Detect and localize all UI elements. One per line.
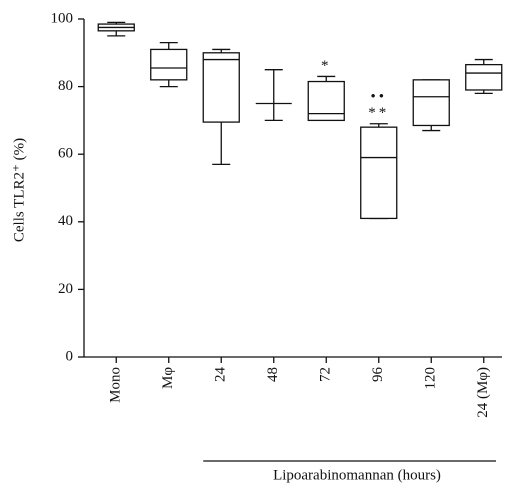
box xyxy=(465,63,503,91)
y-tick-label: 40 xyxy=(58,213,73,229)
annotation: •• xyxy=(370,89,387,105)
annotation: * xyxy=(321,58,332,74)
box xyxy=(360,126,398,220)
y-tick-label: 80 xyxy=(58,78,73,94)
group-label: Lipoarabinomannan (hours) xyxy=(273,467,441,483)
x-tick-label: 48 xyxy=(265,367,281,382)
box xyxy=(150,48,188,81)
y-tick-label: 60 xyxy=(58,146,73,162)
x-tick-label: 96 xyxy=(370,367,386,383)
x-tick-label: 24 (Mφ) xyxy=(475,367,491,418)
annotation: ** xyxy=(368,105,389,121)
x-tick-label: 72 xyxy=(318,367,334,382)
y-tick-label: 100 xyxy=(51,10,74,26)
y-axis-label: Cells TLR2⁺ (%) xyxy=(11,138,27,242)
x-tick-label: 24 xyxy=(213,367,229,383)
y-tick-label: 0 xyxy=(66,348,74,364)
x-tick-label: 120 xyxy=(423,367,439,390)
box xyxy=(412,79,450,127)
x-tick-label: Mono xyxy=(108,367,124,403)
x-tick-label: Mφ xyxy=(160,367,176,389)
box xyxy=(307,80,345,122)
box xyxy=(202,52,240,123)
y-tick-label: 20 xyxy=(58,281,73,297)
